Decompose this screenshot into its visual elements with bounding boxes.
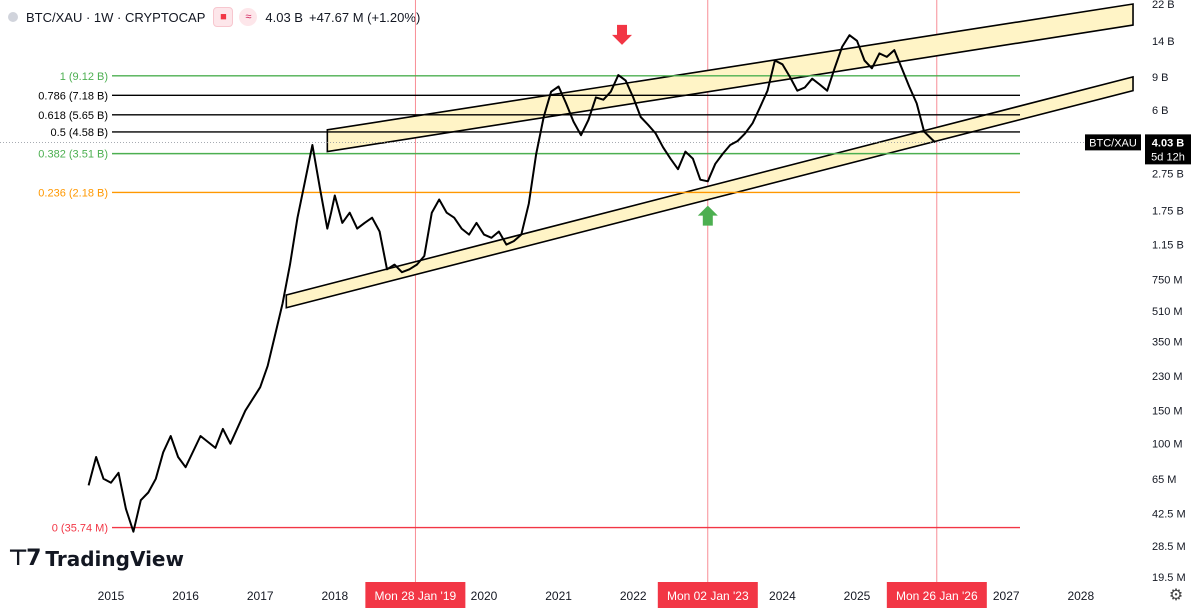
x-tick-label: 2020 <box>471 589 498 603</box>
y-tick-label: 150 M <box>1152 406 1183 418</box>
last-price-symbol-tag <box>1085 134 1141 151</box>
y-tick-label: 9 B <box>1152 72 1169 84</box>
header-change: +47.67 M (+1.20%) <box>308 9 421 25</box>
y-tick-label: 65 M <box>1152 474 1176 486</box>
symbol-title[interactable]: BTC/XAU · 1W · CRYPTOCAP <box>26 9 206 25</box>
date-label: Mon 26 Jan '26 <box>896 589 978 603</box>
tradingview-wordmark: TradingView <box>45 546 184 571</box>
y-tick-label: 28.5 M <box>1152 541 1186 553</box>
y-tick-label: 350 M <box>1152 337 1183 349</box>
header-price: 4.03 B <box>265 9 303 25</box>
y-tick-label: 510 M <box>1152 306 1183 318</box>
fib-level-label-0.382: 0.382 (3.51 B) <box>38 149 108 161</box>
y-tick-label: 14 B <box>1152 36 1175 48</box>
x-tick-label: 2027 <box>993 589 1020 603</box>
y-tick-label: 230 M <box>1152 371 1183 383</box>
y-tick-label: 100 M <box>1152 439 1183 451</box>
settings-gear-icon[interactable]: ⚙ <box>1168 587 1184 604</box>
last-price-countdown: 5d 12h <box>1151 151 1185 163</box>
date-label-box <box>365 582 466 608</box>
fib-level-label-0.236: 0.236 (2.18 B) <box>38 187 108 199</box>
fib-level-label-1: 1 (9.12 B) <box>60 71 108 83</box>
y-tick-label: 1.75 B <box>1152 205 1184 217</box>
green-arrow-up-icon <box>697 205 718 226</box>
date-label-box <box>886 582 987 608</box>
price-series-line <box>87 34 936 533</box>
last-price-value: 4.03 B <box>1152 137 1184 149</box>
alert-square-icon[interactable]: ■ <box>213 7 234 27</box>
y-tick-label: 22 B <box>1152 0 1175 11</box>
x-tick-label: 2021 <box>545 589 572 603</box>
tradingview-logo: ⊤7 TradingView <box>8 546 184 571</box>
last-price-value-tag <box>1145 134 1191 165</box>
x-tick-label: 2028 <box>1067 589 1094 603</box>
y-tick-label: 750 M <box>1152 274 1183 286</box>
x-tick-label: 2022 <box>620 589 647 603</box>
y-tick-label: 19.5 M <box>1152 572 1186 584</box>
fib-level-label-0.786: 0.786 (7.18 B) <box>38 90 108 102</box>
y-tick-label: 6 B <box>1152 105 1169 117</box>
date-label-box <box>657 582 758 608</box>
y-tick-label: 2.75 B <box>1152 169 1184 181</box>
x-tick-label: 2015 <box>98 589 125 603</box>
chart-header: BTC/XAU · 1W · CRYPTOCAP ■ ≈ 4.03 B +47.… <box>8 7 420 27</box>
last-price-symbol-label: BTC/XAU <box>1089 137 1137 149</box>
fib-level-label-0.5: 0.5 (4.58 B) <box>51 127 108 139</box>
upper-channel-band <box>326 3 1134 153</box>
fib-level-label-0: 0 (35.74 M) <box>52 523 108 535</box>
indicator-badge-icon[interactable]: ≈ <box>239 8 258 26</box>
x-tick-label: 2016 <box>172 589 199 603</box>
x-tick-label: 2025 <box>844 589 871 603</box>
symbol-logo-icon <box>8 12 18 22</box>
date-label: Mon 28 Jan '19 <box>375 589 457 603</box>
date-label: Mon 02 Jan '23 <box>667 589 749 603</box>
y-tick-label: 42.5 M <box>1152 508 1186 520</box>
x-tick-label: 2018 <box>321 589 348 603</box>
red-arrow-down-icon <box>612 24 633 45</box>
x-tick-label: 2024 <box>769 589 796 603</box>
y-tick-label: 1.15 B <box>1152 240 1184 252</box>
fib-level-label-0.618: 0.618 (5.65 B) <box>38 110 108 122</box>
x-tick-label: 2017 <box>247 589 274 603</box>
tradingview-mark-icon: ⊤7 <box>8 546 41 571</box>
